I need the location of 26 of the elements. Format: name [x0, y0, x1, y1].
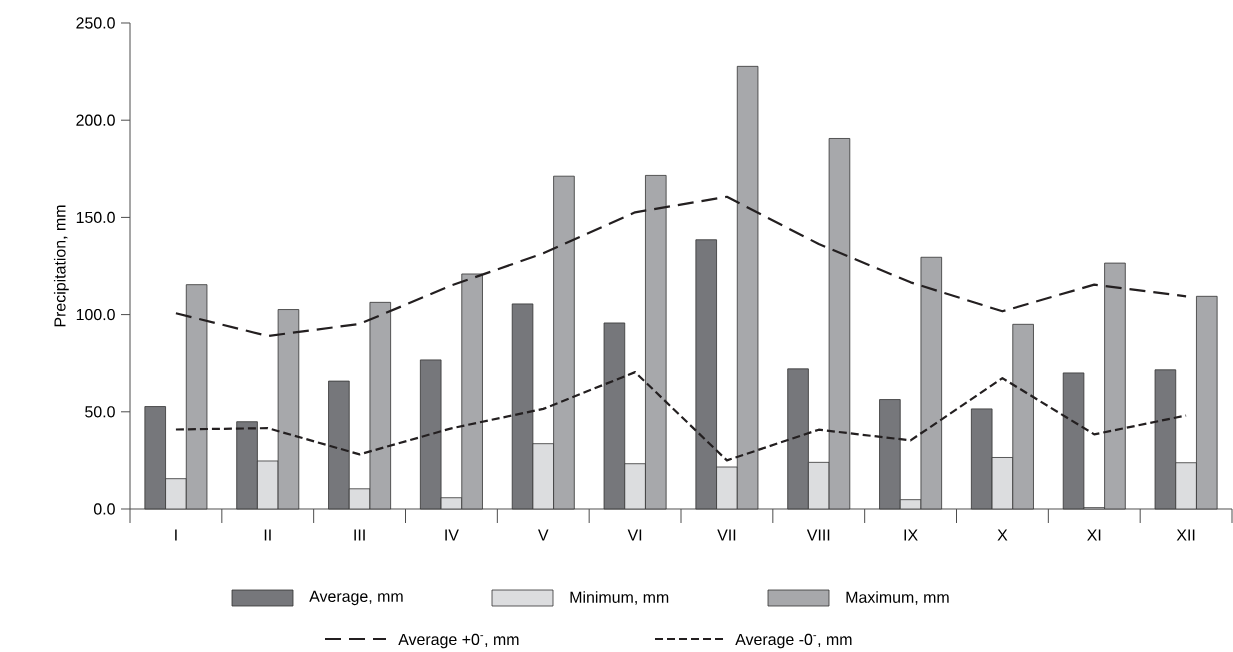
legend-label: Average, mm: [309, 590, 403, 606]
x-tick-label: VII: [717, 529, 736, 541]
x-tick-label: IX: [904, 529, 918, 541]
x-tick-label: I: [175, 529, 177, 541]
y-tick-label: 200.0: [76, 114, 115, 126]
legend-label: Average -0$^{-}$, mm: [735, 633, 852, 649]
x-tick-label: V: [538, 529, 549, 541]
legend-label: Average +0$^{-}$, mm: [398, 633, 519, 649]
line-series: [174, 371, 1188, 462]
x-tick-label: IV: [445, 529, 459, 541]
y-tick-label: 0.0: [93, 503, 115, 515]
y-axis-title: Precipitation, mm: [53, 205, 69, 327]
x-tick-label: X: [997, 529, 1008, 541]
x-tick-label: XII: [1176, 529, 1195, 541]
x-tick-label: VI: [627, 529, 642, 541]
y-tick-label: 250.0: [76, 17, 115, 29]
x-tick-label: VIII: [806, 529, 830, 541]
x-tick-label: XI: [1087, 529, 1101, 541]
y-tick-label: 100.0: [76, 308, 115, 321]
x-tick-label: II: [264, 529, 271, 541]
line-series: [174, 195, 1188, 338]
y-tick-label: 150.0: [76, 211, 115, 224]
legend-label: Maximum, mm: [846, 591, 949, 605]
legend-label: Minimum, mm: [570, 591, 669, 605]
x-tick-label: III: [354, 529, 365, 541]
y-tick-label: 50.0: [85, 406, 115, 418]
